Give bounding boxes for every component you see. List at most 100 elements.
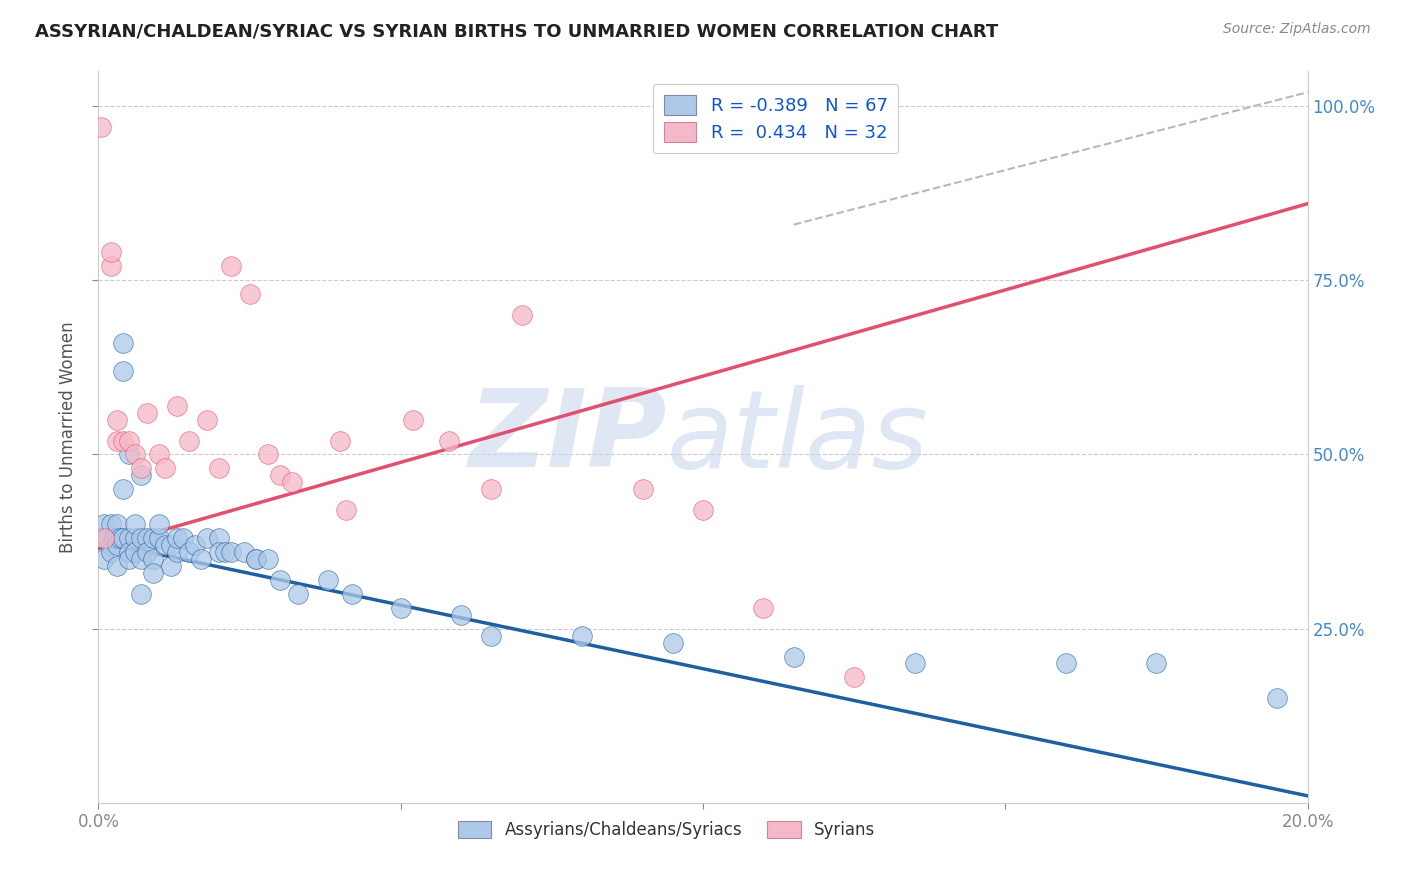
- Point: [105, 538, 128, 552]
- Point: [148, 517, 170, 532]
- Point: [142, 566, 165, 580]
- Point: [118, 448, 141, 462]
- Point: [281, 475, 304, 490]
- Point: [269, 468, 291, 483]
- Point: [111, 531, 134, 545]
- Point: [179, 434, 201, 448]
- Point: [1054, 657, 1077, 671]
- Point: [389, 600, 412, 615]
- Point: [195, 531, 218, 545]
- Point: [190, 552, 212, 566]
- Point: [129, 468, 152, 483]
- Point: [239, 287, 262, 301]
- Point: [100, 245, 122, 260]
- Point: [129, 552, 152, 566]
- Point: [437, 434, 460, 448]
- Point: [245, 552, 267, 566]
- Point: [105, 517, 128, 532]
- Point: [316, 573, 339, 587]
- Point: [111, 336, 134, 351]
- Point: [105, 412, 128, 426]
- Point: [118, 531, 141, 545]
- Point: [111, 434, 134, 448]
- Point: [118, 545, 141, 559]
- Point: [124, 531, 146, 545]
- Point: [481, 629, 503, 643]
- Point: [148, 448, 170, 462]
- Point: [208, 461, 231, 475]
- Point: [208, 531, 231, 545]
- Point: [105, 531, 128, 545]
- Point: [184, 538, 207, 552]
- Point: [208, 545, 231, 559]
- Point: [135, 406, 157, 420]
- Point: [118, 552, 141, 566]
- Point: [153, 461, 176, 475]
- Point: [100, 545, 122, 559]
- Point: [100, 538, 122, 552]
- Point: [287, 587, 309, 601]
- Point: [160, 538, 183, 552]
- Point: [692, 503, 714, 517]
- Point: [166, 531, 188, 545]
- Text: Source: ZipAtlas.com: Source: ZipAtlas.com: [1223, 22, 1371, 37]
- Point: [342, 587, 364, 601]
- Point: [148, 531, 170, 545]
- Point: [571, 629, 593, 643]
- Point: [93, 552, 115, 566]
- Point: [172, 531, 194, 545]
- Point: [481, 483, 503, 497]
- Point: [269, 573, 291, 587]
- Point: [844, 670, 866, 684]
- Point: [100, 260, 122, 274]
- Point: [661, 635, 683, 649]
- Point: [93, 517, 115, 532]
- Legend: Assyrians/Chaldeans/Syriacs, Syrians: Assyrians/Chaldeans/Syriacs, Syrians: [451, 814, 882, 846]
- Point: [142, 552, 165, 566]
- Text: ASSYRIAN/CHALDEAN/SYRIAC VS SYRIAN BIRTHS TO UNMARRIED WOMEN CORRELATION CHART: ASSYRIAN/CHALDEAN/SYRIAC VS SYRIAN BIRTH…: [35, 22, 998, 40]
- Point: [214, 545, 236, 559]
- Point: [256, 448, 278, 462]
- Point: [221, 260, 243, 274]
- Point: [1267, 691, 1289, 706]
- Point: [335, 503, 357, 517]
- Point: [118, 434, 141, 448]
- Point: [135, 545, 157, 559]
- Point: [105, 434, 128, 448]
- Point: [108, 531, 131, 545]
- Point: [142, 531, 165, 545]
- Point: [166, 545, 188, 559]
- Point: [135, 531, 157, 545]
- Point: [245, 552, 267, 566]
- Point: [90, 531, 112, 545]
- Point: [105, 558, 128, 573]
- Point: [111, 483, 134, 497]
- Point: [221, 545, 243, 559]
- Point: [90, 120, 112, 134]
- Point: [103, 531, 125, 545]
- Point: [402, 412, 425, 426]
- Point: [631, 483, 654, 497]
- Point: [100, 517, 122, 532]
- Point: [510, 308, 533, 322]
- Point: [1144, 657, 1167, 671]
- Point: [93, 531, 115, 545]
- Point: [752, 600, 775, 615]
- Point: [124, 448, 146, 462]
- Point: [124, 545, 146, 559]
- Point: [179, 545, 201, 559]
- Point: [232, 545, 254, 559]
- Point: [124, 517, 146, 532]
- Point: [783, 649, 806, 664]
- Text: atlas: atlas: [666, 384, 928, 490]
- Point: [256, 552, 278, 566]
- Point: [904, 657, 927, 671]
- Point: [129, 531, 152, 545]
- Point: [129, 587, 152, 601]
- Point: [160, 558, 183, 573]
- Point: [129, 461, 152, 475]
- Point: [166, 399, 188, 413]
- Point: [450, 607, 472, 622]
- Y-axis label: Births to Unmarried Women: Births to Unmarried Women: [59, 321, 77, 553]
- Point: [153, 538, 176, 552]
